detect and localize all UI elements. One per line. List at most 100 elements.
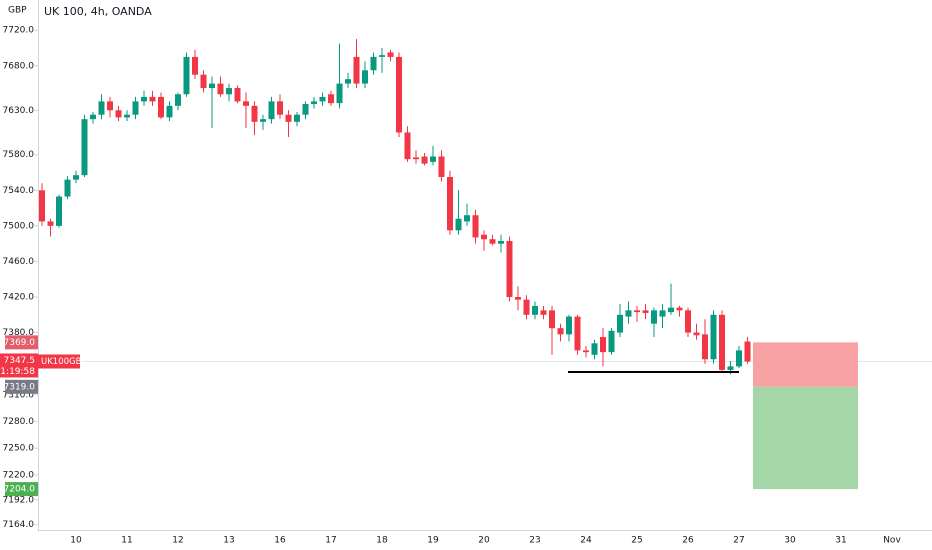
candle-body <box>642 310 649 314</box>
candle-body <box>73 175 79 180</box>
x-tick-label: 16 <box>274 536 286 546</box>
stop-badge-bg <box>5 335 38 350</box>
x-tick-label: 19 <box>427 536 439 546</box>
candle-body <box>523 299 530 315</box>
candle-body <box>557 328 564 335</box>
candle-body <box>659 310 666 317</box>
candle-body <box>166 105 173 118</box>
y-tick-label: 7720.0 <box>3 26 35 36</box>
y-tick-label: 7192.0 <box>3 495 35 505</box>
candle-body <box>591 343 598 355</box>
y-tick-label: 7380.0 <box>3 328 35 338</box>
last-price-label: 7347.5 <box>4 356 36 366</box>
y-tick-label: 7420.0 <box>3 293 35 303</box>
target-badge-label: 7204.0 <box>4 485 36 495</box>
y-tick-label: 7460.0 <box>3 257 35 267</box>
x-tick-label: Nov <box>883 536 901 546</box>
candle-body <box>285 114 292 122</box>
candle-body <box>64 179 71 197</box>
candle-body <box>498 240 504 244</box>
candle-body <box>107 101 113 111</box>
candle-body <box>532 305 538 315</box>
candle-body <box>506 240 513 298</box>
x-tick-label: 26 <box>682 536 694 546</box>
y-tick-label: 7680.0 <box>3 61 35 71</box>
x-tick-label: 23 <box>529 536 540 546</box>
candle-body <box>472 215 479 238</box>
candle-body <box>302 104 309 115</box>
x-tick-label: 13 <box>223 536 234 546</box>
stop-zone <box>753 342 858 387</box>
x-tick-label: 17 <box>325 536 336 546</box>
symbol-label: UK100GBP <box>41 357 87 367</box>
candle-body <box>90 114 96 120</box>
candle-body <box>370 56 377 71</box>
candle-body <box>234 88 241 102</box>
candle-body <box>540 310 547 315</box>
candle-body <box>455 218 462 231</box>
candle-body <box>702 334 708 360</box>
x-tick-label: 18 <box>376 536 388 546</box>
candle-body <box>608 330 615 353</box>
y-tick-label: 7310.0 <box>3 390 35 400</box>
candle-body <box>328 94 334 104</box>
candle-body <box>489 239 496 244</box>
candle-body <box>175 94 181 106</box>
y-tick-label: 7630.0 <box>3 106 35 116</box>
y-tick-label: 7540.0 <box>3 186 35 196</box>
countdown: 01:19:58 <box>0 367 35 377</box>
y-tick-label: 7164.0 <box>3 520 35 530</box>
candle-body <box>149 96 156 102</box>
candle-body <box>183 56 190 95</box>
candle-body <box>362 70 368 84</box>
candle-body <box>243 101 249 106</box>
candle-body <box>226 88 232 95</box>
candle-body <box>311 101 317 105</box>
candle-body <box>413 157 419 160</box>
candle-body <box>693 332 700 336</box>
candle-body <box>566 316 572 335</box>
x-tick-label: 24 <box>580 536 592 546</box>
stop-badge: 7369.0 <box>4 335 38 350</box>
candle-body <box>634 310 640 313</box>
x-tick-label: 10 <box>70 536 82 546</box>
candle-body <box>710 314 717 360</box>
candle-body <box>668 307 674 313</box>
candle-body <box>47 221 54 226</box>
candle-body <box>158 96 164 118</box>
x-tick-label: 31 <box>835 536 846 546</box>
candle-body <box>549 310 555 329</box>
candle-body <box>430 156 436 162</box>
candle-body <box>404 132 411 160</box>
x-tick-label: 12 <box>172 536 183 546</box>
candle-body <box>115 110 122 118</box>
candle-body <box>132 101 139 115</box>
symbol-bg <box>38 354 80 369</box>
candle-body <box>676 307 683 311</box>
entry-badge: 7319.0 <box>4 379 38 394</box>
currency: GBP <box>8 6 27 16</box>
candle-body <box>56 196 62 226</box>
candle-body <box>294 114 300 122</box>
chart-title: UK 100, 4h, OANDA <box>44 5 152 18</box>
candle-body <box>464 215 470 222</box>
candle-body <box>736 350 742 367</box>
candle-body <box>379 55 385 57</box>
candle-body <box>438 156 445 177</box>
x-tick-label: 25 <box>631 536 642 546</box>
x-tick-label: 20 <box>478 536 490 546</box>
y-tick-label: 7580.0 <box>3 150 35 160</box>
candle-body <box>124 114 130 118</box>
x-tick-label: 27 <box>733 536 744 546</box>
candle-body <box>600 337 606 353</box>
candle-body <box>447 176 453 231</box>
candle-body <box>574 316 581 351</box>
candle-body <box>336 83 343 104</box>
candle-body <box>353 56 360 84</box>
candle-body <box>217 83 224 95</box>
plot <box>38 39 932 375</box>
candle-body <box>81 119 88 176</box>
candle-body <box>481 234 487 240</box>
candle-body <box>209 83 215 89</box>
candle-body <box>421 156 428 164</box>
